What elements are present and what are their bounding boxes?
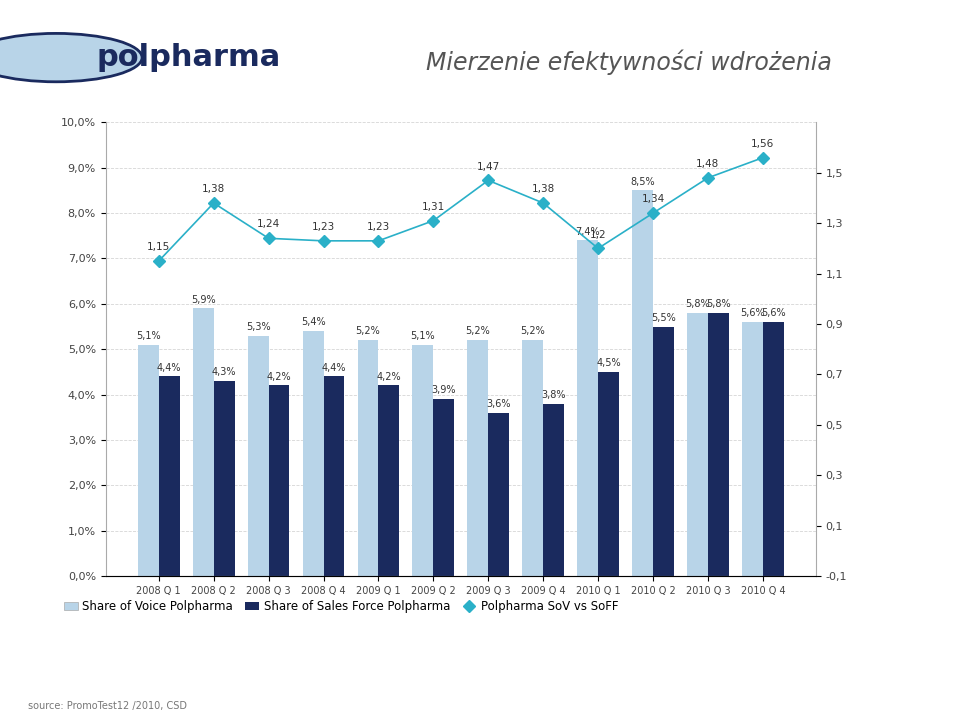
Text: 5,6%: 5,6% [761, 308, 785, 318]
Bar [653, 326, 674, 576]
Bar [742, 322, 763, 576]
Text: 3,6%: 3,6% [487, 399, 511, 409]
Bar [687, 313, 708, 576]
Text: 3,9%: 3,9% [432, 385, 456, 395]
Circle shape [0, 33, 142, 82]
Bar [708, 313, 729, 576]
Text: 4,2%: 4,2% [267, 372, 291, 382]
Text: 5,1%: 5,1% [136, 331, 160, 341]
Bar [468, 340, 489, 576]
Bar [543, 404, 564, 576]
Bar [763, 322, 783, 576]
Text: 1,38: 1,38 [202, 184, 226, 194]
Text: 5,2%: 5,2% [520, 326, 545, 336]
Text: polpharma: polpharma [96, 43, 280, 72]
Text: 4,3%: 4,3% [212, 367, 236, 377]
Bar [598, 372, 619, 576]
Bar [357, 340, 378, 576]
Legend: Share of Voice Polpharma, Share of Sales Force Polpharma, Polpharma SoV vs SoFF: Share of Voice Polpharma, Share of Sales… [63, 600, 618, 613]
Text: Polska - share of voice a udział zespółu handlowego w ujęciu kwartalnym: Polska - share of voice a udział zespółu… [41, 656, 629, 672]
Text: 3,8%: 3,8% [541, 390, 565, 400]
Bar [193, 308, 214, 576]
Text: 1,48: 1,48 [696, 159, 720, 169]
Text: 1,24: 1,24 [257, 220, 280, 230]
Text: 5,1%: 5,1% [411, 331, 435, 341]
Text: 1,2: 1,2 [589, 230, 607, 240]
Text: 4,4%: 4,4% [322, 363, 347, 373]
Text: 1,23: 1,23 [312, 222, 335, 232]
Text: 4,5%: 4,5% [596, 359, 621, 368]
Bar [302, 331, 324, 576]
Text: 1,38: 1,38 [532, 184, 555, 194]
Text: 5,8%: 5,8% [706, 300, 731, 310]
Text: 5,2%: 5,2% [466, 326, 491, 336]
Text: 7,4%: 7,4% [575, 227, 600, 237]
Bar [632, 190, 653, 576]
Text: 1,47: 1,47 [476, 161, 500, 171]
Text: 5,4%: 5,4% [300, 318, 325, 328]
Text: 5,5%: 5,5% [651, 313, 676, 323]
Text: 1,23: 1,23 [367, 222, 390, 232]
Bar [214, 381, 234, 576]
Text: 5,3%: 5,3% [246, 322, 271, 332]
Text: 1,34: 1,34 [641, 194, 664, 204]
Bar [489, 413, 509, 576]
Text: 8,5%: 8,5% [631, 177, 655, 186]
Bar [269, 385, 290, 576]
Bar [413, 345, 433, 576]
Bar [158, 377, 180, 576]
Text: 5,9%: 5,9% [191, 294, 216, 305]
Bar [433, 399, 454, 576]
Text: 5,2%: 5,2% [355, 326, 380, 336]
Text: 4,4%: 4,4% [156, 363, 181, 373]
Text: Mierzenie efektywności wdrożenia: Mierzenie efektywności wdrożenia [426, 49, 831, 75]
Bar [577, 240, 598, 576]
Text: 5,6%: 5,6% [740, 308, 765, 318]
Text: 1,15: 1,15 [147, 242, 170, 252]
Bar [324, 377, 345, 576]
Bar [248, 336, 269, 576]
Text: 11: 11 [911, 362, 947, 387]
Text: 5,8%: 5,8% [685, 300, 709, 310]
Bar [522, 340, 543, 576]
Text: 1,56: 1,56 [752, 139, 775, 149]
Bar [378, 385, 399, 576]
Text: source: PromoTest12 /2010, CSD: source: PromoTest12 /2010, CSD [28, 701, 187, 711]
Text: 4,2%: 4,2% [376, 372, 401, 382]
Bar [138, 345, 158, 576]
Text: 1,31: 1,31 [421, 202, 445, 212]
